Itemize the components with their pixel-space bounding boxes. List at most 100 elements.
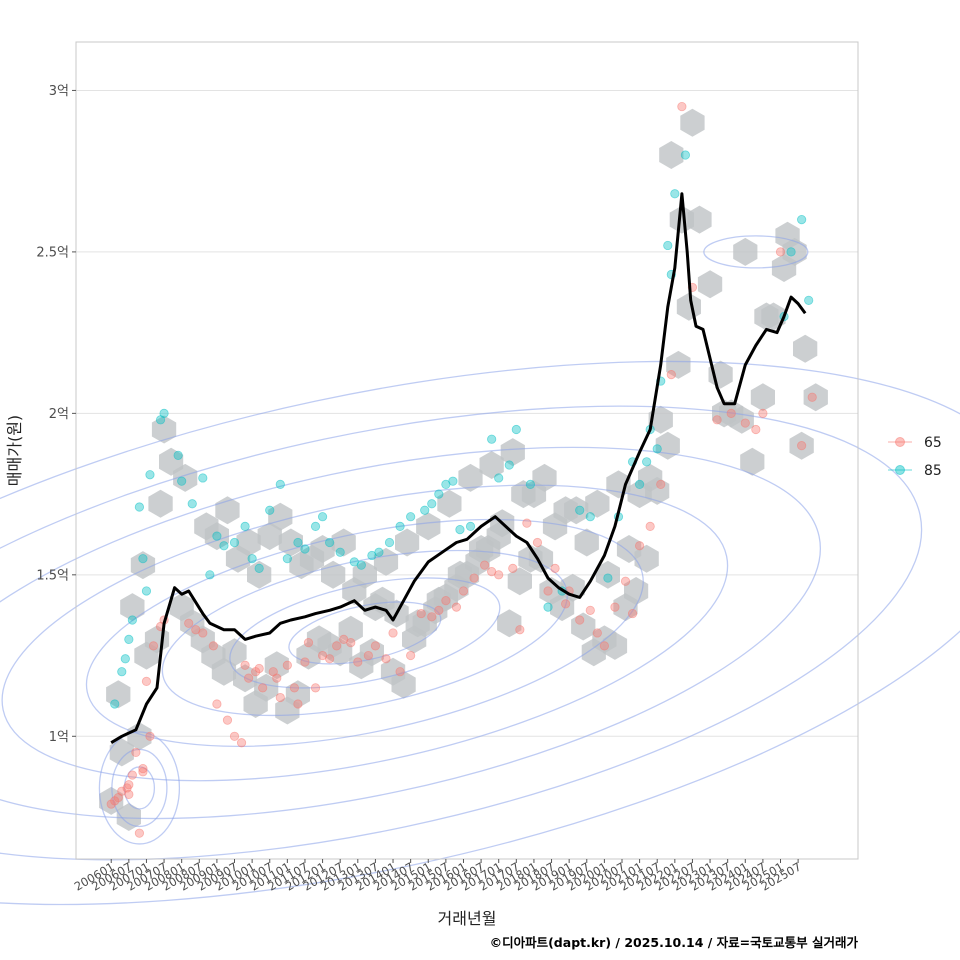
data-point-65 (550, 563, 560, 573)
data-point-65 (222, 715, 233, 725)
hexbin-cell (299, 544, 325, 573)
hexbin-cell (151, 415, 177, 444)
data-point-65 (138, 767, 148, 777)
data-point-85 (395, 521, 405, 531)
data-point-65 (494, 570, 504, 580)
data-point-65 (275, 692, 285, 703)
hexbin-cell (697, 270, 723, 299)
data-point-65 (134, 828, 145, 838)
data-point-85 (120, 654, 130, 664)
hexbin-layer (99, 108, 828, 831)
hexbin-cell (750, 383, 775, 412)
data-point-65 (124, 789, 134, 800)
hexbin-cell (602, 631, 628, 660)
hexbin-cell (511, 480, 536, 509)
legend-item-65: 65 (888, 435, 942, 451)
data-point-65 (388, 628, 398, 638)
data-point-85 (187, 499, 197, 509)
data-point-65 (712, 415, 722, 425)
data-point-65 (198, 628, 208, 638)
data-point-85 (406, 512, 416, 522)
data-point-65 (575, 615, 585, 625)
data-point-85 (420, 505, 430, 515)
density-contour (98, 731, 181, 845)
data-point-85 (374, 547, 384, 557)
hexbin-cell (130, 551, 156, 580)
data-point-65 (127, 770, 137, 780)
data-point-85 (212, 531, 222, 541)
data-point-85 (177, 476, 187, 486)
data-point-65 (416, 608, 426, 619)
data-point-85 (173, 450, 183, 460)
data-point-85 (293, 537, 303, 548)
hexbin-cell (254, 673, 279, 702)
data-point-85 (494, 473, 504, 483)
data-point-65 (251, 667, 261, 677)
data-point-65 (254, 663, 264, 674)
data-point-85 (585, 512, 595, 522)
data-point-85 (254, 563, 264, 573)
data-point-65 (325, 654, 335, 664)
data-point-85 (317, 512, 328, 522)
hexbin-cell (342, 577, 367, 605)
data-point-85 (804, 295, 814, 305)
data-point-65 (300, 657, 310, 667)
data-point-65 (244, 673, 254, 683)
data-point-65 (645, 521, 655, 531)
data-point-85 (127, 615, 137, 625)
data-point-65 (131, 747, 141, 758)
data-point-65 (353, 657, 363, 667)
data-point-85 (642, 457, 652, 467)
density-contour (1, 484, 729, 782)
data-point-85 (448, 476, 458, 486)
data-point-85 (663, 240, 673, 251)
data-point-65 (406, 650, 416, 661)
density-contour (229, 577, 501, 689)
source-caption: ©디아파트(dapt.kr) / 2025.10.14 / 자료=국토교통부 실… (490, 935, 859, 950)
hexbin-cell (574, 528, 599, 557)
y-axis: 1억 1.5억 2억 2.5억 3억 (36, 84, 76, 745)
legend-label: 85 (924, 463, 942, 479)
density-contour (111, 748, 168, 828)
data-point-85 (198, 473, 208, 483)
hexbin-cell (803, 383, 828, 412)
hexbin-cell (148, 489, 173, 518)
hexbin-cell (416, 512, 441, 541)
data-point-65 (585, 605, 595, 615)
hexbin-cell (680, 108, 705, 137)
data-point-65 (427, 612, 437, 622)
data-point-65 (434, 605, 444, 615)
data-point-85 (635, 479, 645, 490)
density-contour (703, 235, 809, 269)
hexbin-cell (585, 489, 610, 518)
hexbin-cell (616, 535, 642, 563)
data-point-65 (620, 576, 631, 586)
data-point-85 (229, 537, 240, 548)
data-point-65 (797, 441, 807, 451)
data-point-85 (465, 521, 476, 531)
x-axis-title: 거래년월 (438, 909, 497, 928)
trend-line (110, 192, 807, 744)
hexbin-cell (116, 803, 141, 831)
data-point-85 (356, 560, 366, 570)
data-point-85 (205, 570, 215, 580)
data-point-65 (229, 731, 240, 741)
data-point-85 (786, 247, 796, 257)
data-point-65 (212, 699, 222, 709)
data-point-85 (124, 634, 134, 645)
legend-key-point (895, 465, 905, 475)
data-point-65 (395, 667, 405, 677)
hexbin-cell (211, 657, 237, 686)
hexbin-cell (264, 651, 289, 680)
data-point-65 (740, 418, 750, 428)
data-point-85 (282, 554, 292, 564)
data-point-85 (310, 521, 321, 531)
density-contour (0, 405, 923, 861)
data-point-85 (247, 554, 257, 564)
data-point-65 (208, 641, 218, 651)
legend-label: 65 (924, 435, 942, 451)
data-point-65 (145, 731, 155, 741)
plot-frame (75, 41, 859, 860)
data-point-85 (219, 541, 229, 551)
